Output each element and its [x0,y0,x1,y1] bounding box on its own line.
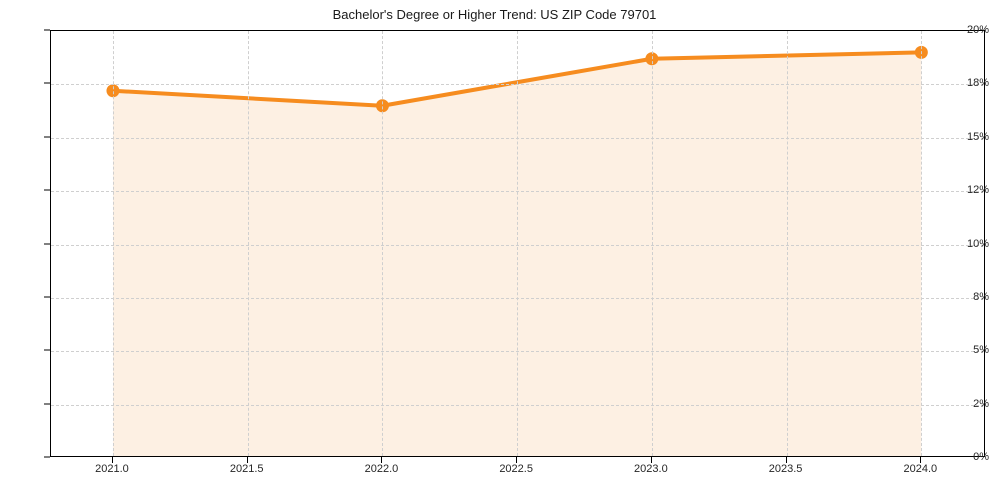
y-tick-mark [44,296,50,298]
x-tick-label: 2022.5 [499,463,533,475]
x-tick-mark [785,457,787,463]
y-tick-label: 10% [966,237,989,250]
y-tick-label: 5% [973,344,989,357]
x-tick-label: 2023.0 [634,463,668,475]
y-tick-label: 0% [973,451,989,463]
y-tick-label: 18% [966,77,989,90]
x-tick-mark [111,457,113,463]
y-tick-label: 12% [966,184,989,197]
x-tick-mark [381,457,383,463]
y-tick-label: 20% [966,24,989,36]
grid-line-vertical [921,31,923,456]
y-tick-mark [44,403,50,405]
plot-inner [51,31,984,456]
y-tick-mark [44,456,50,458]
y-tick-mark [44,189,50,191]
x-tick-label: 2021.5 [229,463,264,475]
y-tick-label: 2% [973,397,989,410]
x-tick-mark [246,457,248,463]
x-tick-mark [650,457,652,463]
y-tick-mark [44,29,50,31]
x-tick-label: 2024.0 [903,463,938,475]
y-tick-mark [44,136,50,138]
x-tick-label: 2021.0 [95,463,129,475]
y-tick-mark [44,82,50,84]
grid-line-vertical [517,31,519,456]
grid-line-vertical [651,31,653,456]
grid-line-vertical [247,31,249,456]
y-tick-label: 15% [966,130,989,143]
grid-line-vertical [382,31,384,456]
y-tick-label: 8% [973,290,989,303]
y-tick-mark [44,349,50,351]
y-tick-mark [44,243,50,244]
x-tick-mark [920,457,922,463]
grid-line-vertical [786,31,788,456]
x-tick-mark [516,457,518,463]
grid-line-vertical [112,31,114,456]
x-tick-label: 2022.0 [364,463,399,475]
plot-area [50,30,985,457]
x-tick-label: 2023.5 [768,463,803,475]
chart-title: Bachelor's Degree or Higher Trend: US ZI… [332,7,657,22]
